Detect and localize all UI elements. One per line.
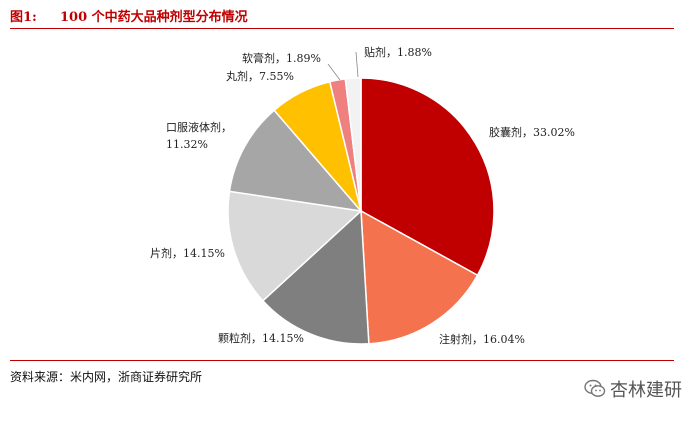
pie-slice xyxy=(227,190,363,302)
pie-chart: 胶囊剂，33.02% 注射剂，16.04% 颗粒剂，14.15% 片剂，14.15% 口… xyxy=(150,45,575,346)
figure-title: 100 个中药大品种剂型分布情况 xyxy=(60,10,248,25)
slice-label: 片剂，14.15% xyxy=(150,246,225,260)
slice-label: 口服液体剂， 11.32% xyxy=(166,120,232,151)
watermark-text: 杏林建研 xyxy=(610,380,682,401)
pie-slice xyxy=(344,77,362,212)
pie-slice xyxy=(360,209,479,345)
pie-slice xyxy=(261,209,370,345)
pie-slice xyxy=(228,109,363,213)
slice-label: 注射剂，16.04% xyxy=(439,332,525,346)
chart-title: 图1: 100 个中药大品种剂型分布情况 xyxy=(10,6,248,25)
slice-label: 胶囊剂，33.02% xyxy=(489,125,575,139)
top-divider xyxy=(10,28,674,29)
bottom-divider xyxy=(10,360,674,361)
source-note: 资料来源：米内网，浙商证券研究所 xyxy=(10,370,203,384)
leader-line xyxy=(327,63,341,81)
wechat-icon xyxy=(584,379,606,399)
slice-label: 贴剂，1.88% xyxy=(364,45,432,59)
figure-number: 图1: xyxy=(10,10,37,25)
slice-label: 软膏剂，1.89% xyxy=(242,51,321,65)
slice-label: 颗粒剂，14.15% xyxy=(218,331,304,345)
slice-label: 丸剂，7.55% xyxy=(226,69,294,83)
watermark: 杏林建研 xyxy=(584,376,682,402)
leader-line xyxy=(355,51,359,78)
pie-slice xyxy=(360,77,495,277)
